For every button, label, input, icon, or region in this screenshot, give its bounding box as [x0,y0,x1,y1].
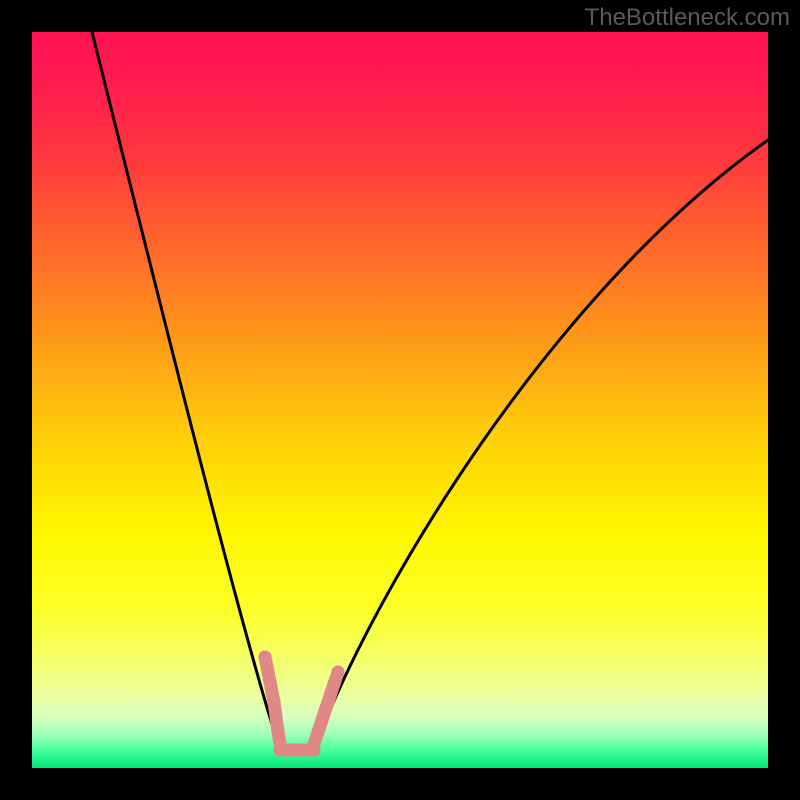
gradient-background [32,32,768,768]
watermark-text: TheBottleneck.com [585,4,790,32]
chart-frame: TheBottleneck.com [0,0,800,800]
bottleneck-curve-plot [32,32,768,768]
